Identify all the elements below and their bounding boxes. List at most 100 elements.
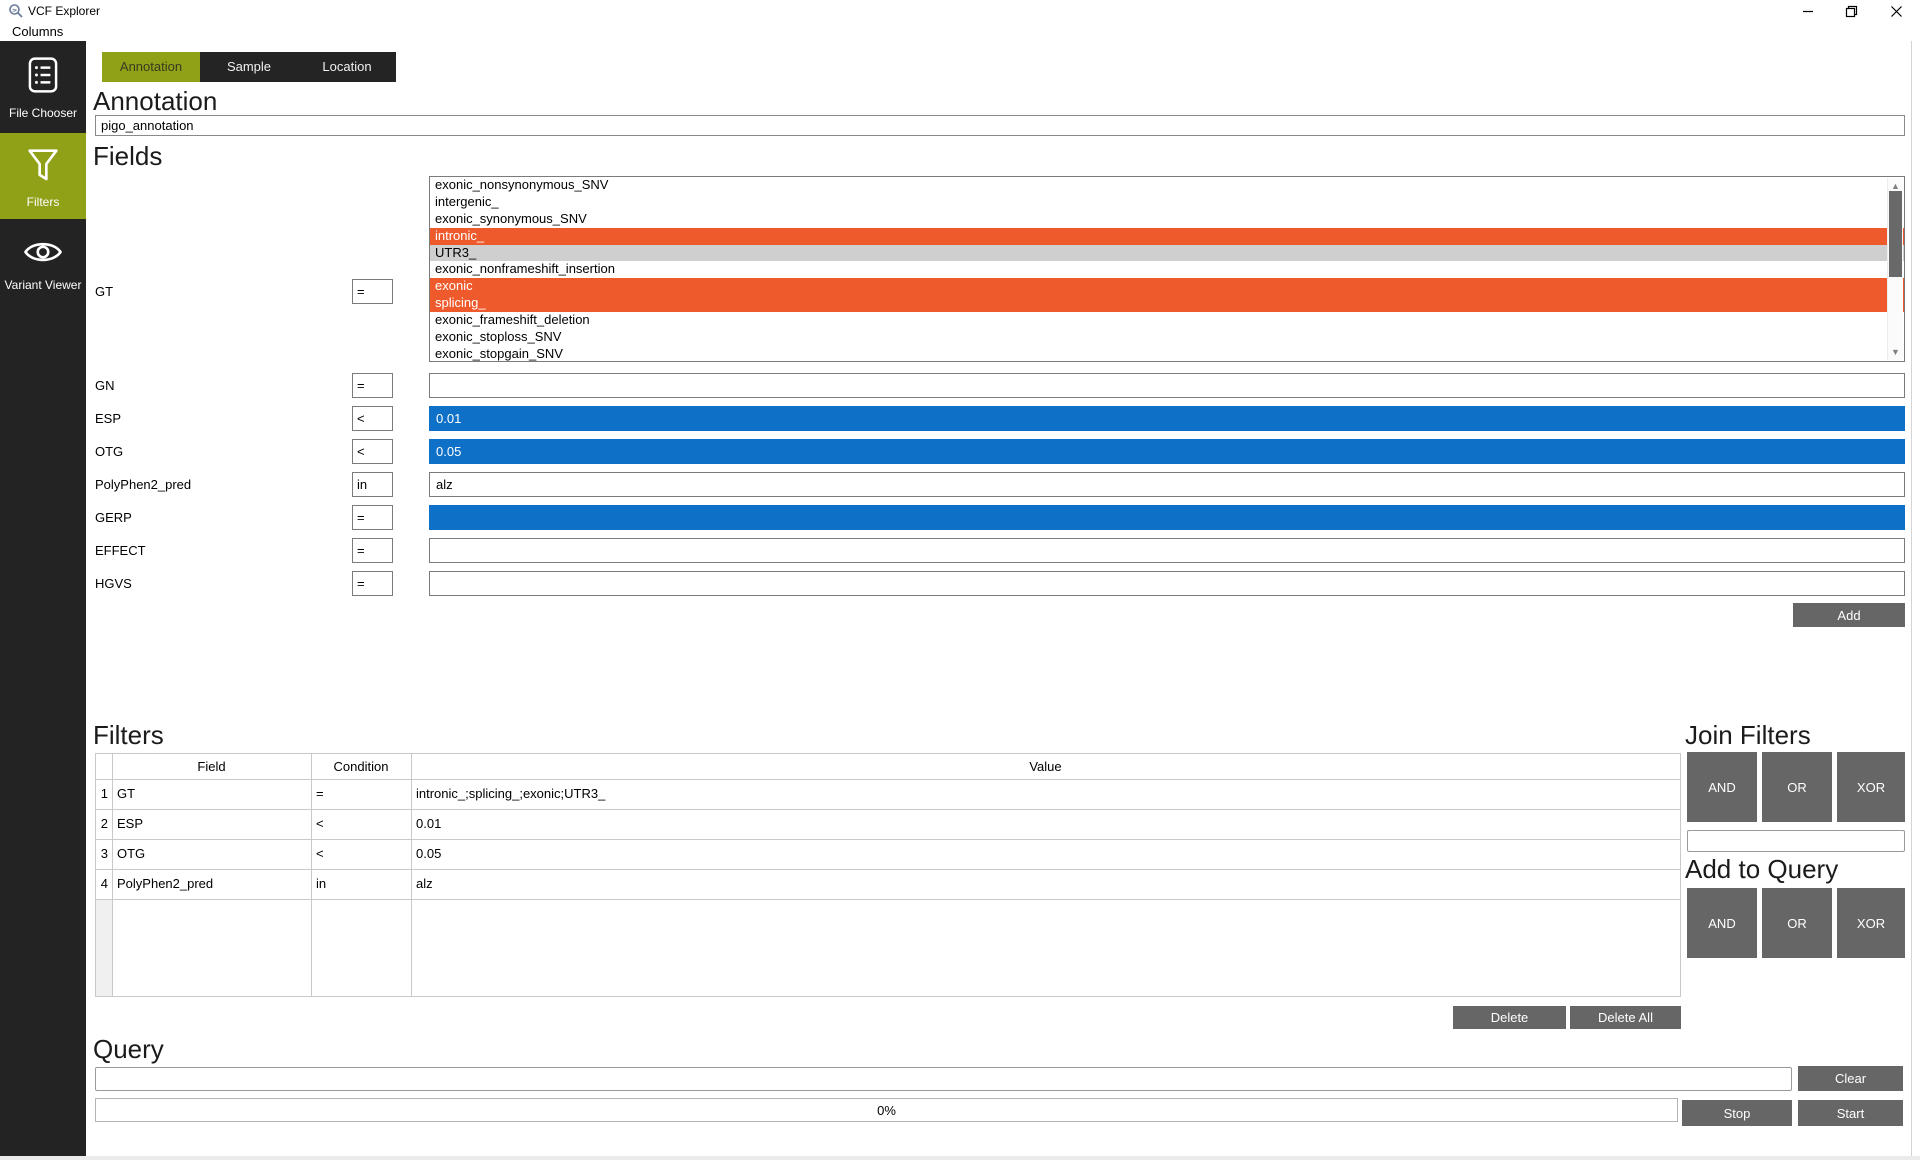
grid-line <box>96 839 1680 840</box>
cell-field[interactable]: PolyPhen2_pred <box>117 876 214 891</box>
join-filters-input[interactable] <box>1687 830 1905 852</box>
delete-all-button[interactable]: Delete All <box>1570 1006 1681 1029</box>
stop-button[interactable]: Stop <box>1682 1100 1792 1126</box>
value-input-hgvs[interactable] <box>429 571 1905 596</box>
join-or-button[interactable]: OR <box>1762 752 1832 822</box>
minimize-button[interactable] <box>1788 0 1828 22</box>
file-list-icon <box>25 55 61 100</box>
join-xor-button[interactable]: XOR <box>1837 752 1905 822</box>
close-button[interactable] <box>1876 0 1916 22</box>
cell-field[interactable]: GT <box>117 786 136 801</box>
query-and-button[interactable]: AND <box>1687 888 1757 958</box>
listbox-option[interactable]: exonic_frameshift_deletion <box>435 312 590 328</box>
fields-heading: Fields <box>93 141 163 171</box>
tab-location[interactable]: Location <box>298 52 396 82</box>
clear-button[interactable]: Clear <box>1798 1066 1903 1091</box>
app-logo-icon <box>8 3 24 24</box>
row-number: 4 <box>100 876 108 891</box>
gt-options-listbox[interactable]: exonic_nonsynonymous_SNV intergenic_ exo… <box>429 176 1905 362</box>
sidebar-item-filters[interactable]: Filters <box>0 133 86 219</box>
cell-value[interactable]: intronic_;splicing_;exonic;UTR3_ <box>416 786 606 801</box>
window-title: VCF Explorer <box>28 4 101 18</box>
progress-percent: 0% <box>877 1102 896 1118</box>
listbox-option[interactable]: intergenic_ <box>435 193 499 209</box>
start-button[interactable]: Start <box>1798 1100 1903 1126</box>
listbox-option[interactable]: exonic_nonsynonymous_SNV <box>435 177 609 192</box>
listbox-option[interactable]: exonic <box>430 278 1904 296</box>
value-input-otg[interactable]: 0.05 <box>429 439 1905 464</box>
field-label-effect: EFFECT <box>95 543 146 558</box>
field-label-polyphen2-pred: PolyPhen2_pred <box>95 477 192 492</box>
condition-select-gn[interactable]: = <box>352 373 393 398</box>
condition-select-esp[interactable]: < <box>352 406 393 431</box>
restore-button[interactable] <box>1831 0 1871 22</box>
listbox-option[interactable]: intronic_ <box>430 227 1904 245</box>
sidebar-item-label: File Chooser <box>8 106 78 120</box>
annotation-heading: Annotation <box>93 86 218 116</box>
condition-select-otg[interactable]: < <box>352 439 393 464</box>
grid-line <box>96 779 1680 780</box>
listbox-scrollbar[interactable]: ▲ ▼ <box>1887 178 1903 360</box>
field-label-gn: GN <box>95 378 115 393</box>
row-header-strip <box>96 899 113 996</box>
menu-item-columns[interactable]: Columns <box>12 24 64 39</box>
field-label-hgvs: HGVS <box>95 576 132 591</box>
listbox-option[interactable]: exonic_stoploss_SNV <box>435 329 562 345</box>
progress-bar: 0% <box>95 1098 1678 1122</box>
column-header-field: Field <box>197 759 226 774</box>
column-header-condition: Condition <box>333 759 389 774</box>
listbox-option[interactable]: exonic_synonymous_SNV <box>435 210 587 226</box>
sidebar-item-label: Filters <box>26 194 60 209</box>
row-number: 3 <box>100 846 108 861</box>
scroll-up-icon[interactable]: ▲ <box>1891 181 1900 191</box>
listbox-option[interactable]: exonic_stopgain_SNV <box>435 345 563 361</box>
column-header-value: Value <box>1029 759 1062 774</box>
tab-annotation[interactable]: Annotation <box>102 52 200 82</box>
value-input-gerp[interactable] <box>429 505 1905 530</box>
delete-button[interactable]: Delete <box>1453 1006 1566 1029</box>
row-number: 1 <box>100 786 108 801</box>
add-button[interactable]: Add <box>1793 603 1905 627</box>
scroll-down-icon[interactable]: ▼ <box>1891 347 1900 357</box>
tab-sample[interactable]: Sample <box>200 52 298 82</box>
listbox-option[interactable]: exonic_nonframeshift_insertion <box>435 261 615 277</box>
scrollbar-thumb[interactable] <box>1889 191 1902 277</box>
condition-select-polyphen2-pred[interactable]: in <box>352 472 393 497</box>
condition-select-hgvs[interactable]: = <box>352 571 393 596</box>
field-label-gerp: GERP <box>95 510 132 525</box>
cell-value[interactable]: alz <box>416 876 433 891</box>
condition-select-gerp[interactable]: = <box>352 505 393 530</box>
cell-value[interactable]: 0.05 <box>416 846 442 861</box>
sidebar-item-variant-viewer[interactable]: Variant Viewer <box>0 237 86 307</box>
query-or-button[interactable]: OR <box>1762 888 1832 958</box>
menu-bar: Columns <box>0 22 1920 41</box>
value-input-effect[interactable] <box>429 538 1905 563</box>
cell-condition[interactable]: < <box>316 816 324 831</box>
filters-heading: Filters <box>93 720 164 750</box>
filters-table: Field Condition Value 1 GT = intronic_;s… <box>95 753 1681 997</box>
query-xor-button[interactable]: XOR <box>1837 888 1905 958</box>
value-input-gn[interactable] <box>429 373 1905 398</box>
listbox-option[interactable]: UTR3_ <box>430 244 1904 262</box>
sidebar-item-label: Variant Viewer <box>4 278 82 292</box>
bottom-strip <box>0 1156 1920 1160</box>
cell-field[interactable]: ESP <box>117 816 144 831</box>
join-and-button[interactable]: AND <box>1687 752 1757 822</box>
tab-bar: Annotation Sample Location <box>102 52 396 82</box>
cell-condition[interactable]: = <box>316 786 324 801</box>
row-number: 2 <box>100 816 108 831</box>
condition-select-gt[interactable]: = <box>352 279 393 304</box>
cell-field[interactable]: OTG <box>117 846 146 861</box>
query-input[interactable] <box>95 1067 1792 1091</box>
title-bar: VCF Explorer <box>0 0 1920 22</box>
condition-select-effect[interactable]: = <box>352 538 393 563</box>
cell-condition[interactable]: in <box>316 876 327 891</box>
sidebar-item-file-chooser[interactable]: File Chooser <box>0 55 86 125</box>
listbox-option[interactable]: splicing_ <box>430 295 1904 313</box>
cell-condition[interactable]: < <box>316 846 324 861</box>
cell-value[interactable]: 0.01 <box>416 816 442 831</box>
annotation-name-input[interactable]: pigo_annotation <box>95 115 1905 136</box>
value-input-polyphen2-pred[interactable]: alz <box>429 472 1905 497</box>
value-input-esp[interactable]: 0.01 <box>429 406 1905 431</box>
